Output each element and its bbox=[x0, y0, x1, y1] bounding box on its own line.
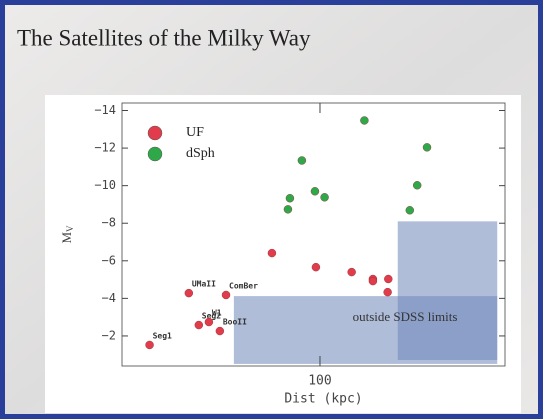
point bbox=[145, 340, 154, 350]
y-tick-label: −14 bbox=[94, 103, 116, 117]
y-axis-label-main: M bbox=[59, 232, 74, 244]
point bbox=[194, 320, 204, 330]
y-axis-label-sub: V bbox=[65, 225, 75, 232]
plot-frame bbox=[121, 102, 506, 367]
point bbox=[311, 262, 321, 272]
point bbox=[297, 156, 307, 165]
point bbox=[221, 290, 231, 300]
point bbox=[285, 194, 295, 203]
y-tick-label: −10 bbox=[94, 178, 116, 192]
point bbox=[204, 317, 214, 327]
point bbox=[310, 187, 320, 196]
point bbox=[267, 248, 277, 258]
point bbox=[405, 206, 414, 215]
point-label: BooII bbox=[223, 318, 247, 327]
y-axis-label: MV bbox=[59, 225, 75, 244]
annotation: outside SDSS limits bbox=[353, 309, 458, 324]
point-label: ComBer bbox=[229, 281, 258, 290]
y-tick-label: −8 bbox=[102, 216, 116, 230]
y-tick-label: −4 bbox=[102, 291, 116, 305]
point bbox=[422, 143, 432, 152]
y-tick-label: −6 bbox=[102, 253, 116, 267]
point-label: Seg1 bbox=[153, 331, 172, 340]
point bbox=[347, 267, 356, 277]
point bbox=[360, 116, 369, 125]
x-tick-label: 100 bbox=[308, 374, 331, 389]
legend-marker bbox=[147, 146, 163, 162]
legend-label: UF bbox=[186, 125, 204, 140]
point bbox=[283, 205, 293, 214]
point bbox=[384, 274, 393, 284]
point-label: W1 bbox=[212, 309, 222, 318]
point bbox=[320, 193, 329, 202]
y-tick-label: −2 bbox=[102, 328, 116, 342]
point-label: UMaII bbox=[192, 280, 216, 289]
point bbox=[368, 276, 378, 286]
legend-marker bbox=[147, 125, 163, 141]
x-axis-label: Dist (kpc) bbox=[284, 392, 362, 407]
legend-label: dSph bbox=[186, 146, 215, 161]
point-label: Seg2 bbox=[202, 312, 221, 321]
shaded-region bbox=[397, 221, 498, 360]
point bbox=[184, 288, 194, 298]
point bbox=[383, 287, 392, 297]
slide-title: The Satellites of the Milky Way bbox=[17, 25, 311, 50]
y-tick-label: −12 bbox=[94, 141, 116, 155]
point bbox=[215, 326, 225, 336]
point bbox=[412, 181, 422, 190]
